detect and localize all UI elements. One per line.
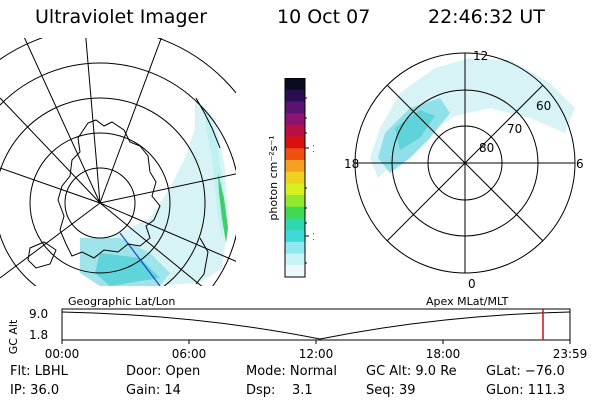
mlt-lines [355, 53, 575, 273]
gc-alt-readout: GC Alt: 9.0 Re [366, 364, 457, 379]
colorbar-swatch [285, 218, 305, 231]
geographic-label: Geographic Lat/Lon [68, 295, 176, 308]
longitude-lines [0, 38, 236, 286]
colorbar-swatch [285, 78, 305, 91]
timeline-ytick-low: 1.8 [29, 328, 48, 342]
colorbar-swatch [285, 148, 305, 161]
mode-readout: Mode: Normal [246, 364, 337, 379]
observation-date: 10 Oct 07 [277, 6, 371, 28]
apex-label: Apex MLat/MLT [426, 295, 509, 308]
mlt-label-6: 6 [576, 157, 584, 171]
mlat-label-80: 80 [479, 141, 494, 155]
colorbar-swatch [285, 253, 305, 266]
timeline-xtick-0600: 06:00 [172, 347, 207, 361]
door-readout: Door: Open [126, 364, 201, 379]
timeline-xtick-1800: 18:00 [426, 347, 461, 361]
mlat-label-70: 70 [507, 122, 522, 136]
altitude-curve [61, 311, 571, 340]
observation-time: 22:46:32 UT [428, 6, 545, 28]
coastline [57, 119, 161, 259]
altitude-timeline: GC Alt 9.0 1.8 00:00 06:00 12:00 18:00 2… [7, 307, 588, 361]
colorbar-swatch [285, 206, 305, 219]
auroral-emission-apex [370, 58, 575, 178]
mlat-label-60: 60 [536, 99, 551, 113]
colorbar-swatch [285, 241, 305, 255]
timeline-xtick-2359: 23:59 [553, 347, 588, 361]
colorbar-swatch [285, 195, 305, 208]
timeline-xtick-0000: 00:00 [45, 347, 80, 361]
auroral-emission [80, 98, 228, 286]
colorbar-swatch [285, 159, 305, 173]
dsp-readout: Dsp: 3.1 [246, 383, 313, 398]
colorbar-tick-100: 100 [312, 144, 314, 155]
orbit-track [119, 232, 161, 286]
colorbar-swatch [285, 113, 305, 126]
mlt-label-12: 12 [473, 49, 488, 63]
image-title: Ultraviolet Imager [35, 6, 208, 28]
gain-readout: Gain: 14 [126, 383, 181, 398]
colorbar-swatch [285, 101, 305, 114]
glat-readout: GLat: −76.0 [486, 364, 565, 379]
colorbar-swatch [285, 230, 305, 243]
mlt-label-0: 0 [468, 277, 476, 288]
colorbar-swatch [285, 171, 305, 184]
colorbar-swatch [285, 124, 305, 138]
timeline-xtick-1200: 12:00 [299, 347, 334, 361]
seq-readout: Seq: 39 [366, 383, 416, 398]
intensity-colorbar: 100 10 photon cm⁻²s⁻¹ [267, 78, 314, 278]
glon-readout: GLon: 111.3 [486, 383, 566, 398]
colorbar-unit-label: photon cm⁻²s⁻¹ [267, 135, 280, 220]
colorbar-swatch [285, 89, 305, 102]
latitude-circles [0, 38, 236, 286]
colorbar-swatch [285, 136, 305, 149]
colorbar-swatch [285, 265, 305, 278]
timeline-axis-label: GC Alt [7, 319, 20, 354]
apex-polar-map: 12 18 6 0 60 70 80 [344, 49, 584, 288]
colorbar-swatch [285, 183, 305, 196]
geographic-map [0, 38, 236, 286]
ip-readout: IP: 36.0 [10, 383, 60, 398]
filter-readout: Flt: LBHL [10, 364, 68, 379]
colorbar-tick-10: 10 [312, 232, 314, 243]
timeline-ytick-high: 9.0 [29, 307, 48, 321]
mlt-label-18: 18 [344, 157, 359, 171]
